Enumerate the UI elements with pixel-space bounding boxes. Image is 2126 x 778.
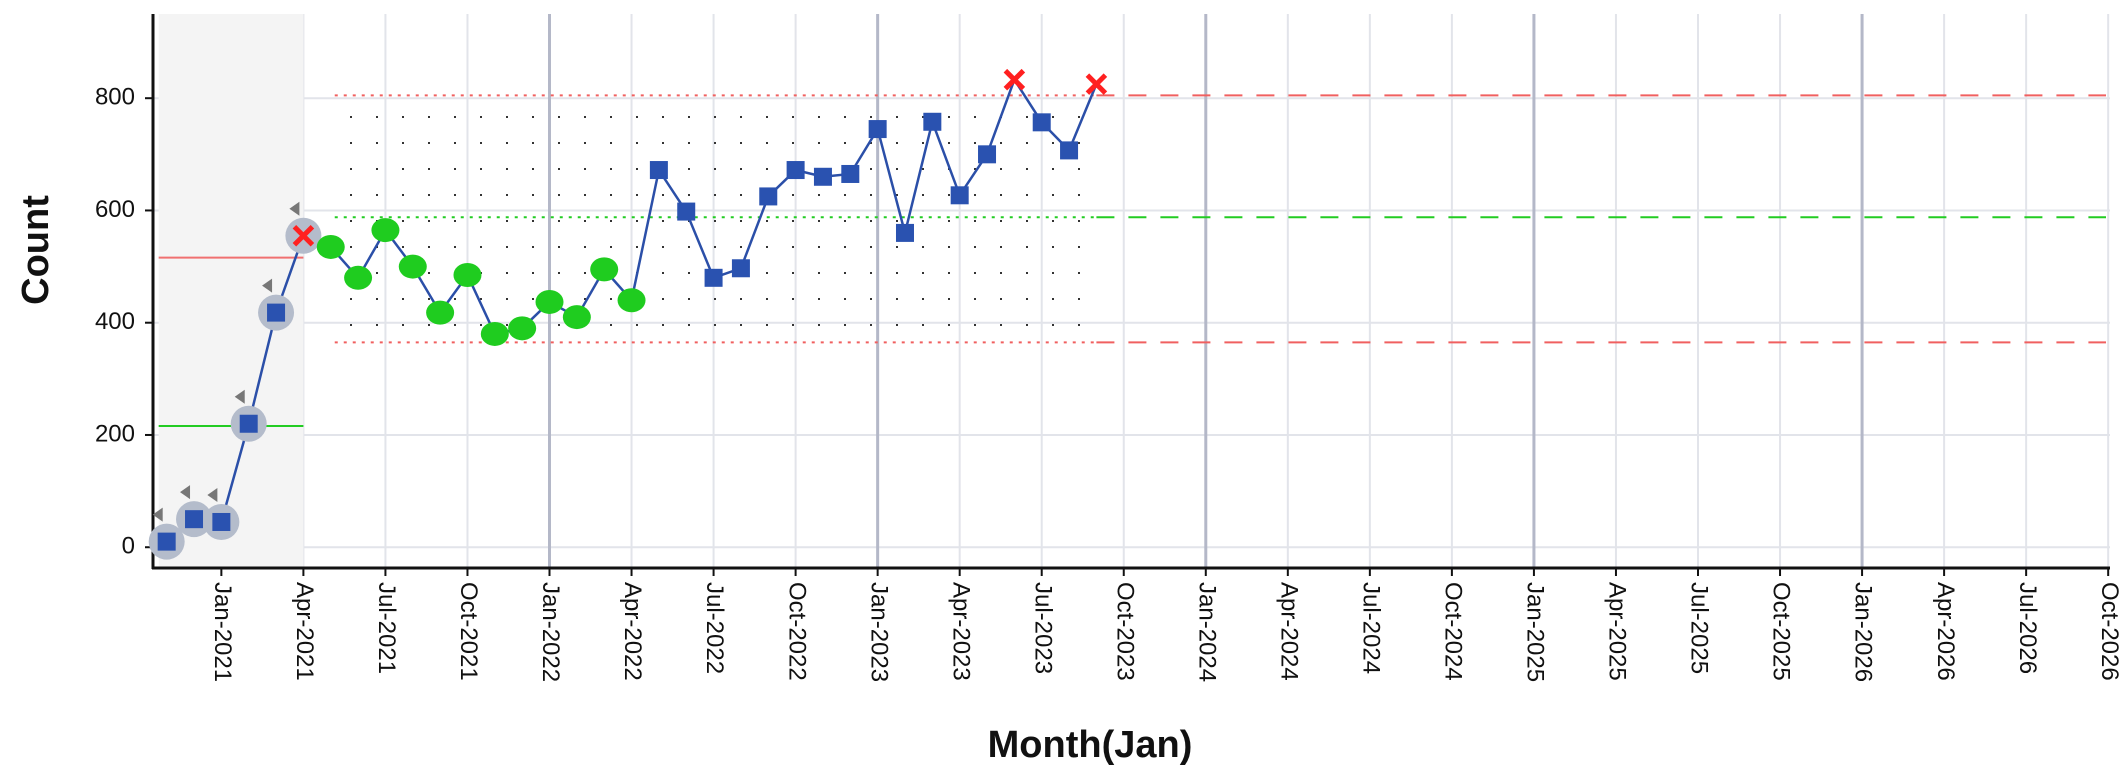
point [1085,73,1108,95]
x-tick-label: Oct-2023 [1111,582,1138,681]
point [426,300,455,325]
x-tick-label: Jan-2026 [1850,582,1877,682]
point [1003,68,1026,91]
point-flag [262,278,273,293]
point [978,145,997,164]
y-tick-label: 400 [95,308,135,335]
x-tick-label: Apr-2022 [619,582,646,681]
y-tick-label: 800 [95,84,135,111]
x-axis-title: Month(Jan) [988,724,1193,766]
x-tick-label: Apr-2026 [1932,582,1959,681]
point [617,288,646,313]
x-tick-label: Apr-2024 [1275,582,1302,681]
x-tick-label: Jul-2021 [373,582,400,674]
point [759,187,778,206]
y-tick-label: 0 [122,533,135,560]
point-flag [234,389,245,404]
point [923,112,942,131]
y-axis-title: Count [15,195,57,305]
plot-background [153,14,2110,568]
point [292,224,315,247]
point [841,164,860,183]
y-tick-label: 600 [95,196,135,223]
x-tick-label: Jan-2024 [1193,582,1220,682]
x-tick-label: Jul-2024 [1358,582,1385,674]
point [649,161,668,180]
point [157,532,176,551]
x-tick-label: Jul-2022 [701,582,728,674]
point [1032,113,1051,132]
x-tick-label: Jul-2023 [1029,582,1056,674]
point [813,167,832,186]
x-tick-label: Apr-2023 [947,582,974,681]
x-tick-label: Oct-2026 [2096,582,2123,681]
control-band [334,95,1097,343]
x-tick-label: Jan-2021 [209,582,236,682]
x-tick-label: Apr-2025 [1604,582,1631,681]
point [480,321,509,346]
point [344,265,373,290]
point [590,257,619,282]
point-flag [152,507,163,522]
point [267,303,286,322]
x-tick-label: Oct-2025 [1768,582,1795,681]
point [731,259,750,278]
point [371,218,400,243]
point [535,289,564,314]
point-flag [207,487,218,502]
x-tick-label: Jul-2026 [2014,582,2041,674]
x-tick-label: Jan-2023 [865,582,892,682]
point [1060,141,1079,160]
point [895,223,914,242]
x-tick-label: Oct-2021 [455,582,482,681]
point-flag [289,201,300,216]
point [562,305,591,330]
x-tick-label: Apr-2021 [291,582,318,681]
y-tick-label: 200 [95,420,135,447]
point [316,234,345,259]
x-tick-label: Jan-2025 [1522,582,1549,682]
point [950,186,969,205]
point-flag [180,485,191,500]
point [786,161,805,180]
point [185,510,204,529]
point [508,316,537,341]
point [212,512,231,531]
point [453,263,482,288]
x-tick-label: Oct-2024 [1440,582,1467,681]
x-tick-label: Jul-2025 [1686,582,1713,674]
point [704,268,723,287]
baseline-region [158,14,304,568]
x-tick-label: Jan-2022 [537,582,564,682]
point [677,202,696,221]
point [239,414,258,433]
point [398,254,427,279]
x-tick-label: Oct-2022 [783,582,810,681]
point [868,120,887,139]
